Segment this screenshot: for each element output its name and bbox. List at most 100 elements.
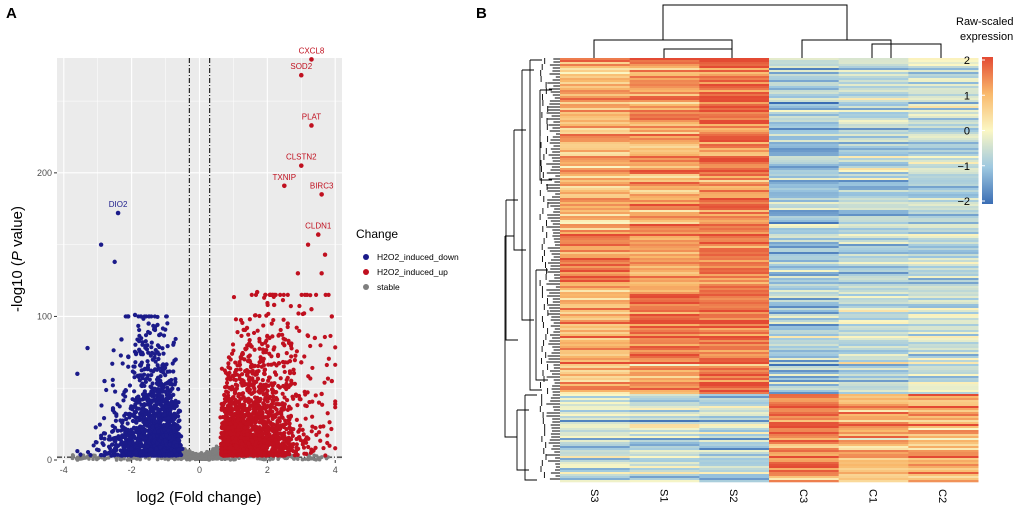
heatmap-cell (769, 118, 840, 121)
heatmap-cell (769, 196, 840, 199)
heatmap-cell (629, 136, 700, 139)
data-point-stable (205, 449, 209, 454)
heatmap-cell (769, 204, 840, 207)
data-point-up (294, 349, 299, 354)
heatmap-cell (629, 166, 700, 169)
data-point-up (257, 433, 262, 438)
heatmap-cell (838, 78, 909, 81)
data-point-up (263, 395, 268, 400)
heatmap-cell (908, 252, 979, 255)
legend-label-stable: stable (377, 282, 400, 292)
data-point-stable (207, 450, 212, 455)
heatmap-cell (629, 146, 700, 149)
data-point-up (323, 292, 328, 297)
data-point-down (164, 423, 170, 428)
heatmap-cell (629, 192, 700, 195)
data-point-down (112, 446, 117, 451)
data-point-up (273, 401, 279, 407)
data-point-down (152, 429, 158, 435)
heatmap-cell (908, 248, 979, 251)
heatmap-cell (629, 104, 700, 107)
heatmap-cell (908, 192, 979, 195)
heatmap-cell (560, 180, 631, 183)
data-point-down (88, 452, 93, 458)
heatmap-cell (699, 210, 770, 213)
heatmap-cell (838, 224, 909, 227)
data-point-down (175, 414, 181, 419)
data-point-up (256, 406, 261, 411)
data-point-down (93, 425, 98, 430)
heatmap-cell (629, 98, 700, 101)
heatmap-cell (838, 226, 909, 229)
data-point-down (152, 351, 158, 357)
heatmap-cell (769, 222, 840, 225)
data-point-down (112, 259, 117, 265)
data-point-down (162, 412, 167, 417)
legend-key-down (363, 254, 369, 260)
labeled-point-cxcl8 (309, 57, 314, 62)
data-point-stable (156, 457, 160, 461)
heatmap-cell (908, 154, 979, 157)
data-point-stable (213, 456, 218, 461)
data-point-up (271, 441, 276, 446)
heatmap-cell (838, 112, 909, 115)
data-point-up (278, 292, 283, 297)
data-point-down (145, 444, 150, 449)
heatmap-cell (908, 112, 979, 115)
heatmap-cell (560, 88, 631, 91)
data-point-down (176, 408, 182, 413)
data-point-down (144, 376, 150, 381)
data-point-up (322, 380, 327, 385)
data-point-up (294, 417, 299, 422)
data-point-up (229, 431, 234, 437)
heatmap-cell (769, 178, 840, 181)
data-point-up (286, 439, 292, 444)
labeled-point-birc3 (319, 192, 324, 197)
y-axis-suffix: value) (9, 206, 26, 251)
data-point-down (169, 401, 174, 407)
data-point-up (297, 434, 302, 440)
data-point-up (254, 289, 260, 295)
data-point-up (310, 365, 315, 371)
gene-label-txnip: TXNIP (273, 173, 297, 182)
y-axis-italic: P (9, 251, 26, 261)
heatmap-cell (699, 250, 770, 253)
heatmap-cell (560, 232, 631, 235)
data-point-up (265, 388, 270, 394)
data-point-up (329, 378, 335, 384)
data-point-down (160, 346, 165, 351)
heatmap-cell (769, 144, 840, 147)
heatmap-cell (908, 240, 979, 243)
heatmap-cell (908, 224, 979, 227)
gene-label-cxcl8: CXCL8 (299, 46, 325, 55)
heatmap-cell (629, 170, 700, 173)
data-point-up (266, 375, 272, 380)
heatmap-cell (629, 242, 700, 245)
data-point-down (127, 441, 132, 446)
heatmap-cell (769, 170, 840, 173)
y-tick-label: 0 (47, 455, 52, 465)
heatmap-cell (838, 124, 909, 127)
data-point-down (121, 452, 126, 457)
data-point-up (333, 345, 338, 350)
heatmap-cell (769, 184, 840, 187)
heatmap-cell (908, 144, 979, 147)
heatmap-cell (769, 174, 840, 177)
heatmap-cell (560, 76, 631, 79)
data-point-down (155, 401, 160, 406)
heatmap-cell (629, 138, 700, 141)
data-point-down (176, 447, 181, 452)
data-point-up (297, 427, 302, 432)
heatmap-cell (560, 198, 631, 201)
heatmap-cell (769, 176, 840, 179)
heatmap-cell (769, 230, 840, 233)
data-point-down (99, 452, 104, 458)
data-point-down (167, 435, 172, 440)
data-point-up (309, 429, 314, 434)
data-point-up (226, 374, 231, 379)
heatmap-cell (908, 122, 979, 125)
data-point-down (129, 412, 134, 417)
data-point-up (322, 334, 327, 340)
heatmap-cell (769, 136, 840, 139)
heatmap-cell (838, 196, 909, 199)
